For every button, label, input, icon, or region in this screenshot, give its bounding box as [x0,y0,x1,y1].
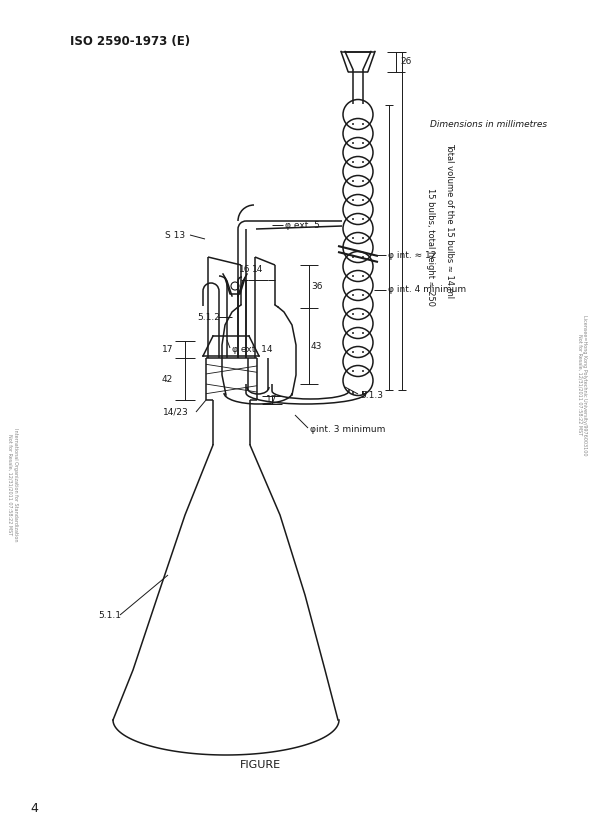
Text: Dimensions in millimetres: Dimensions in millimetres [430,120,547,129]
Text: 5.1.2: 5.1.2 [197,312,220,321]
Text: 5.1.3: 5.1.3 [360,391,383,399]
Text: 36: 36 [311,282,323,291]
Text: S 13: S 13 [165,230,185,240]
Text: International Organization for Standardization: International Organization for Standardi… [13,428,17,542]
Text: φ ext. 5: φ ext. 5 [285,220,320,230]
Text: 4: 4 [30,802,38,815]
Text: 17: 17 [266,396,278,404]
Text: φ ext. 14: φ ext. 14 [232,346,272,355]
Text: 14: 14 [253,265,263,274]
Text: φ int. ≈ 12: φ int. ≈ 12 [388,250,436,260]
Text: 43: 43 [311,342,322,351]
Text: Total volume of the 15 bulbs ≈ 14 ml: Total volume of the 15 bulbs ≈ 14 ml [445,143,455,298]
Text: FIGURE: FIGURE [239,760,281,770]
Text: 42: 42 [162,375,173,383]
Text: φint. 3 minimum: φint. 3 minimum [310,426,385,434]
Text: ISO 2590-1973 (E): ISO 2590-1973 (E) [70,35,190,48]
Text: Not for Resale, 12/31/2011 07:58:22 MST: Not for Resale, 12/31/2011 07:58:22 MST [7,434,13,535]
Text: 14/23: 14/23 [163,407,189,417]
Text: 16: 16 [239,265,250,274]
Text: 15 bulbs, total height ≈ 250: 15 bulbs, total height ≈ 250 [425,189,434,306]
Text: 5.1.1: 5.1.1 [98,610,121,620]
Text: 26: 26 [400,57,412,66]
Text: Not for Resale, 12/31/2011 07:58:22 MST: Not for Resale, 12/31/2011 07:58:22 MST [577,334,583,436]
Text: φ int. 4 minimum: φ int. 4 minimum [388,286,466,295]
Text: Licensee=Hong Kong Polytechnic University/9976003100: Licensee=Hong Kong Polytechnic Universit… [583,315,587,455]
Text: 17: 17 [161,346,173,355]
